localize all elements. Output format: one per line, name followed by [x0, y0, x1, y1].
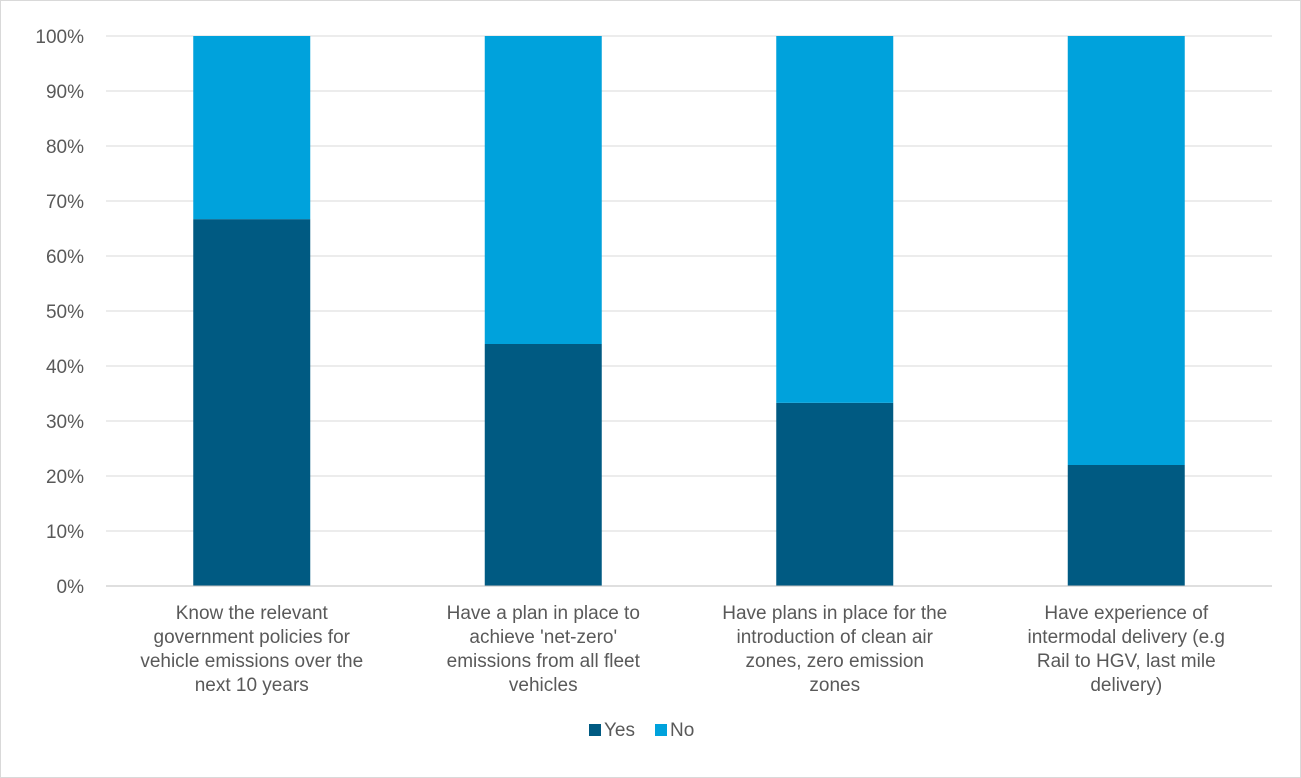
bar-yes-4 — [1067, 465, 1185, 586]
bar-no-3 — [776, 36, 894, 403]
bar-no-2 — [484, 36, 602, 344]
x-category-label-line: next 10 years — [195, 675, 309, 696]
x-category-label: Have a plan in place to achieve 'net-zero… — [447, 603, 641, 696]
x-category-label-line: intermodal delivery (e.g — [1028, 627, 1225, 648]
bar-no-4 — [1067, 36, 1185, 465]
y-tick-label: 90% — [46, 82, 84, 103]
y-tick-label: 20% — [46, 467, 84, 488]
y-tick-label: 50% — [46, 302, 84, 323]
x-axis-category-labels: Know the relevant government policies for… — [140, 603, 1225, 696]
bar-yes-3 — [776, 402, 894, 586]
bar-yes-1 — [193, 219, 311, 586]
x-category-label-line: vehicles — [509, 675, 578, 696]
x-category-label: Have experience of intermodal delivery (e… — [1028, 603, 1225, 696]
bars — [193, 36, 1185, 586]
y-tick-label: 10% — [46, 522, 84, 543]
x-category-label-line: Know the relevant — [176, 603, 329, 624]
y-axis-tick-labels: 0% 10% 20% 30% 40% 50% 60% 70% 80% 90% 100% — [35, 27, 84, 598]
x-category-label-line: achieve 'net-zero' — [469, 627, 617, 648]
x-category-label-line: Rail to HGV, last mile — [1037, 651, 1216, 672]
y-tick-label: 80% — [46, 137, 84, 158]
y-tick-label: 70% — [46, 192, 84, 213]
x-category-label-line: zones, zero emission — [746, 651, 924, 672]
x-category-label-line: delivery) — [1090, 675, 1162, 696]
x-category-label: Have plans in place for the introduction … — [722, 603, 947, 696]
y-tick-label: 30% — [46, 412, 84, 433]
x-category-label-line: vehicle emissions over the — [140, 651, 363, 672]
x-category-label-line: Have a plan in place to — [447, 603, 640, 624]
x-category-label-line: Have experience of — [1044, 603, 1208, 624]
legend-label-no: No — [670, 720, 694, 741]
bar-no-1 — [193, 36, 311, 220]
x-category-label-line: zones — [809, 675, 860, 696]
legend-swatch-yes — [589, 724, 601, 736]
x-category-label-line: emissions from all fleet — [447, 651, 641, 672]
legend-swatch-no — [655, 724, 667, 736]
y-tick-label: 100% — [35, 27, 84, 48]
x-category-label-line: government policies for — [154, 627, 351, 648]
y-tick-label: 0% — [57, 577, 85, 598]
legend: Yes No — [589, 720, 694, 741]
y-tick-label: 60% — [46, 247, 84, 268]
x-category-label-line: Have plans in place for the — [722, 603, 947, 624]
legend-label-yes: Yes — [604, 720, 635, 741]
x-category-label-line: introduction of clean air — [737, 627, 934, 648]
x-category-label: Know the relevant government policies for… — [140, 603, 363, 696]
y-tick-label: 40% — [46, 357, 84, 378]
bar-yes-2 — [484, 344, 602, 586]
